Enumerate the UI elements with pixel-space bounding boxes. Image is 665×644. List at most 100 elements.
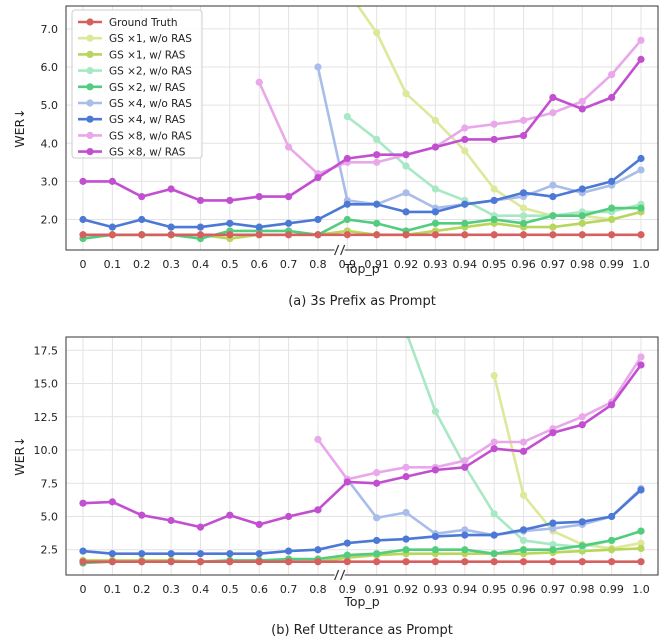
data-point (431, 116, 440, 124)
x-tick-label: 0.3 (162, 583, 180, 596)
data-point (402, 189, 410, 197)
data-point (519, 132, 528, 140)
legend-box (71, 9, 203, 159)
series-line (82, 488, 642, 556)
data-point (167, 185, 175, 193)
data-point (284, 193, 293, 201)
legend-label: Ground Truth (109, 17, 178, 29)
data-point (578, 97, 586, 105)
data-point (373, 479, 381, 487)
x-tick-label: 0.91 (364, 583, 389, 596)
data-point (519, 447, 528, 455)
series-line (258, 39, 642, 176)
data-point (255, 223, 263, 231)
legend-marker (86, 99, 94, 107)
data-point (343, 539, 351, 547)
y-tick-label: 6.0 (41, 61, 59, 74)
series-line (316, 356, 643, 481)
data-point (431, 185, 440, 193)
data-point (255, 231, 263, 239)
data-point (637, 486, 645, 494)
data-point (549, 193, 557, 201)
x-tick-label: 0.3 (162, 258, 180, 271)
y-tick-label: 2.0 (41, 214, 59, 227)
data-point (373, 514, 381, 522)
series-6 (79, 154, 645, 231)
y-tick-label: 4.0 (41, 137, 59, 150)
plot-area (79, 6, 645, 243)
legend-marker (86, 115, 94, 123)
x-tick-label: 0.95 (482, 583, 507, 596)
data-point (196, 196, 205, 205)
data-point (255, 550, 263, 558)
data-point (314, 63, 322, 71)
data-point (431, 407, 440, 416)
data-point (226, 231, 234, 239)
data-point (79, 215, 87, 224)
data-point (490, 120, 498, 128)
data-point (373, 469, 381, 477)
axis-break-mark (334, 569, 340, 581)
data-point (314, 546, 322, 554)
panel-caption: (b) Ref Utterance as Prompt (271, 623, 453, 638)
x-tick-label: 0 (80, 258, 87, 271)
data-point (79, 231, 87, 239)
data-point (226, 558, 234, 566)
data-point (608, 536, 616, 545)
x-tick-label: 0.93 (423, 583, 448, 596)
data-point (402, 151, 410, 159)
y-tick-label: 3.0 (41, 175, 59, 188)
data-point (431, 558, 440, 566)
x-tick-label: 0.94 (453, 583, 478, 596)
data-point (637, 204, 645, 212)
data-point (490, 196, 498, 205)
series-8 (79, 55, 645, 205)
data-point (402, 463, 410, 471)
data-point (549, 109, 557, 117)
x-tick-label: 0.8 (309, 258, 327, 271)
data-point (461, 546, 469, 554)
x-tick-label: 0.96 (511, 258, 536, 271)
data-point (519, 116, 528, 124)
data-point (519, 231, 528, 239)
data-point (196, 550, 205, 558)
series-6 (79, 486, 645, 558)
legend: Ground Truth GS ×1, w/o RAS GS ×1, w/ RAS G… (71, 9, 203, 159)
x-tick-label: 0.5 (221, 258, 239, 271)
data-point (578, 558, 586, 566)
x-tick-label: 0.2 (133, 583, 151, 596)
data-point (608, 558, 616, 566)
x-tick-label: 1.0 (632, 258, 650, 271)
x-tick-label: 0.7 (280, 258, 298, 271)
x-tick-label: 0.1 (104, 258, 122, 271)
legend-label: GS ×8, w/o RAS (109, 130, 192, 142)
axis-break-gap (334, 246, 345, 254)
data-point (255, 78, 263, 86)
data-point (138, 558, 146, 566)
data-point (226, 196, 234, 205)
data-point (373, 219, 381, 227)
data-point (79, 499, 87, 507)
series-5 (314, 63, 645, 212)
series-8 (79, 361, 645, 531)
data-point (637, 544, 645, 553)
data-point (608, 401, 616, 409)
legend-label: GS ×2, w/o RAS (109, 66, 192, 78)
data-point (196, 523, 205, 531)
data-point (343, 231, 351, 239)
data-point (578, 413, 586, 421)
data-point (314, 506, 322, 514)
data-point (519, 212, 528, 220)
data-point (461, 231, 469, 239)
data-point (490, 231, 498, 239)
data-point (431, 219, 440, 227)
data-point (343, 154, 351, 163)
data-point (284, 143, 293, 151)
data-point (637, 36, 645, 44)
data-point (402, 558, 410, 566)
x-tick-label: 0.98 (570, 258, 595, 271)
data-point (343, 112, 351, 121)
x-tick-label: 0.5 (221, 583, 239, 596)
data-point (108, 223, 116, 231)
